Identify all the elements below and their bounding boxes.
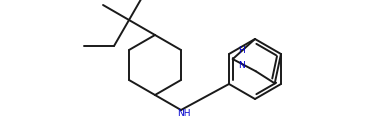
Text: N: N [238, 61, 244, 70]
Text: NH: NH [177, 109, 191, 119]
Text: H: H [238, 46, 244, 55]
